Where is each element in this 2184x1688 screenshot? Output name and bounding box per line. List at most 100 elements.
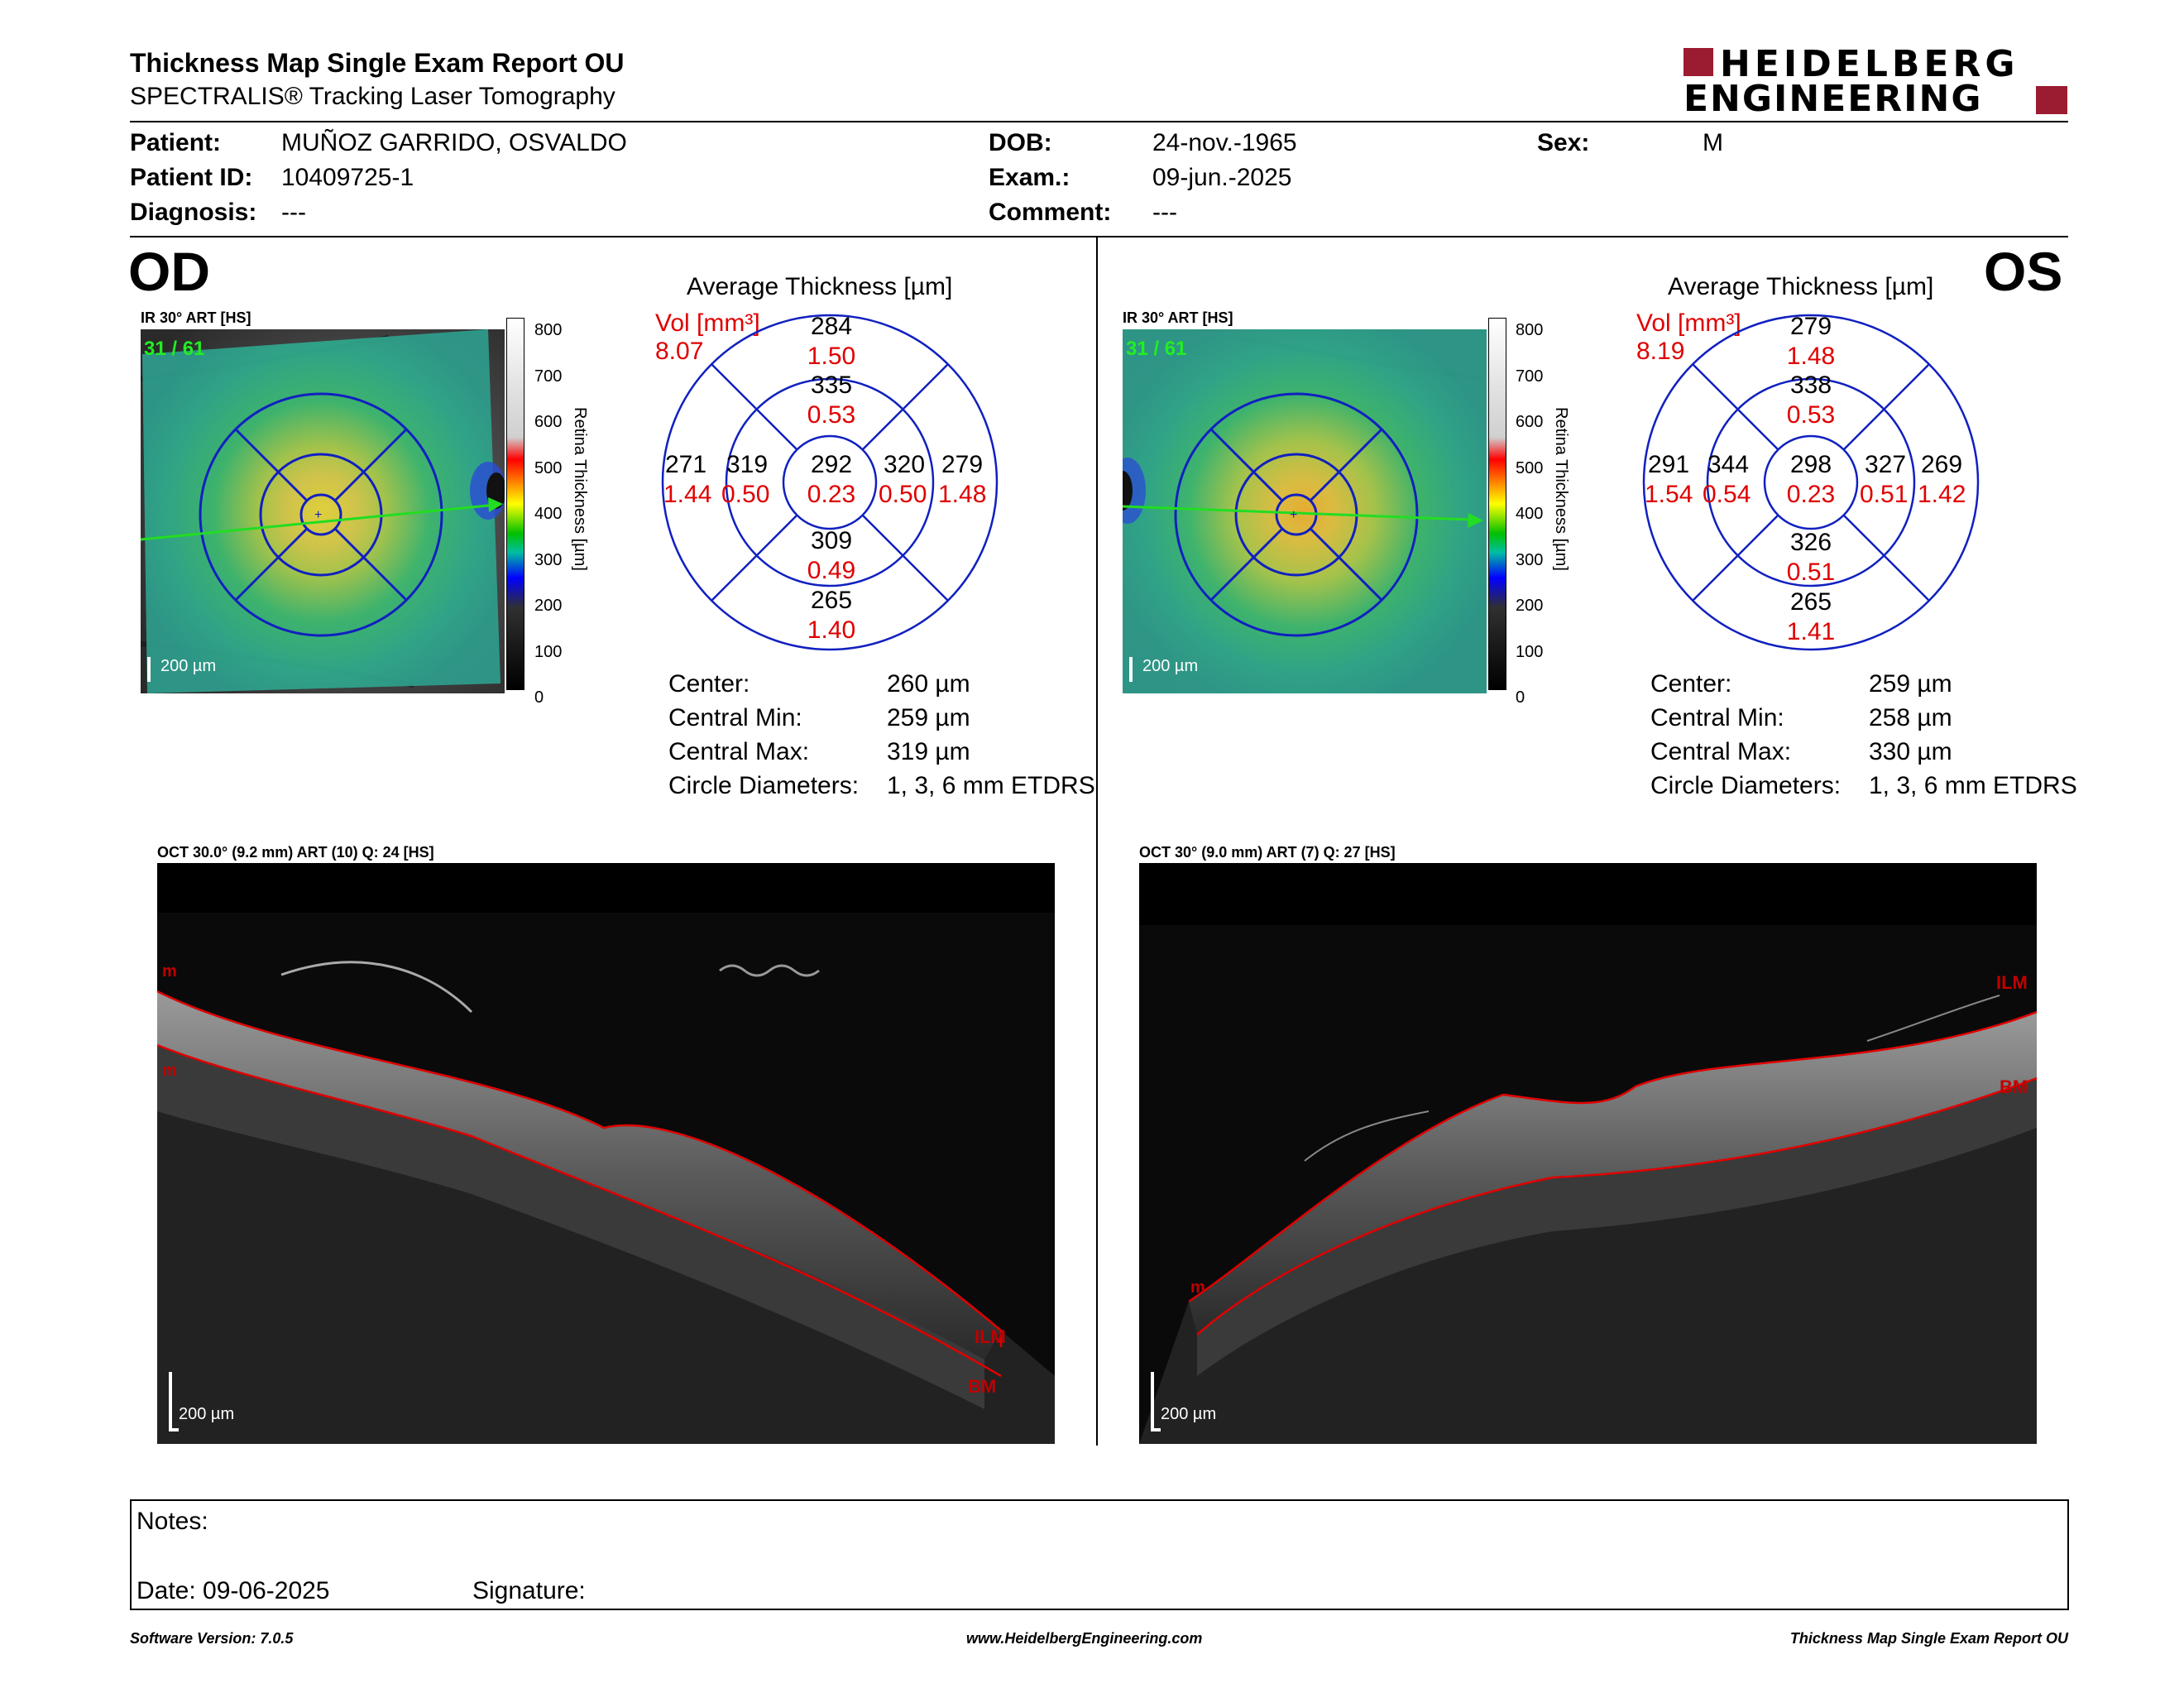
- od-outer-inf-thickness: 265: [810, 587, 853, 614]
- diagnosis-label: Diagnosis:: [130, 199, 257, 226]
- od-oct-label: OCT 30.0° (9.2 mm) ART (10) Q: 24 [HS]: [157, 844, 434, 861]
- od-oct-bscan: m m ILM BM 200 µm: [157, 863, 1055, 1444]
- od-ir-label: IR 30° ART [HS]: [141, 309, 251, 326]
- od-stat-min-value: 259 µm: [887, 704, 970, 731]
- os-outer-nas-thickness: 291: [1648, 451, 1690, 478]
- os-inner-nas-vol: 0.54: [1703, 481, 1751, 508]
- signature-label: Signature:: [472, 1577, 586, 1604]
- od-center-thickness: 292: [810, 451, 853, 478]
- od-inner-inf-thickness: 309: [810, 527, 853, 554]
- software-version: Software Version: 7.0.5: [130, 1630, 294, 1647]
- os-outer-inf-thickness: 265: [1789, 588, 1832, 616]
- exam-value: 09-jun.-2025: [1152, 164, 1292, 191]
- os-outer-sup-thickness: 279: [1789, 313, 1832, 340]
- diagnosis-value: ---: [281, 199, 306, 226]
- od-center-vol: 0.23: [807, 481, 856, 508]
- od-stat-center-value: 260 µm: [887, 670, 970, 698]
- os-inner-inf-thickness: 326: [1789, 529, 1832, 556]
- os-inner-tmp-thickness: 327: [1865, 451, 1907, 478]
- od-frames: 31 / 61: [144, 338, 205, 360]
- os-center-vol: 0.23: [1786, 481, 1836, 508]
- os-fundus-scale-bar: [1129, 657, 1133, 682]
- od-oct-scale-foot: [169, 1428, 179, 1431]
- od-outer-nas-vol: 1.48: [938, 481, 987, 508]
- os-oct-scale-text: 200 µm: [1161, 1405, 1217, 1423]
- os-outer-inf-vol: 1.41: [1786, 618, 1836, 645]
- os-stat-center-label: Center:: [1650, 670, 1732, 698]
- comment-label: Comment:: [989, 199, 1112, 226]
- os-inner-sup-vol: 0.53: [1786, 401, 1836, 429]
- od-outer-sup-thickness: 284: [810, 313, 853, 340]
- os-vol-value: 8.19: [1636, 338, 1685, 365]
- od-oct-ilm-label: ILM: [975, 1326, 1006, 1347]
- os-oct-scale-bar: [1151, 1372, 1154, 1431]
- od-scale-ticks: 800 700 600 500 400 300 200 100 0: [534, 321, 563, 707]
- report-title: Thickness Map Single Exam Report OU: [130, 48, 625, 78]
- od-inner-nas-vol: 0.50: [879, 481, 927, 508]
- os-outer-tmp-thickness: 269: [1921, 451, 1963, 478]
- os-frames: 31 / 61: [1126, 338, 1187, 360]
- od-oct-scale-bar: [169, 1372, 172, 1431]
- od-stat-circle-value: 1, 3, 6 mm ETDRS: [887, 772, 1095, 799]
- patient-name: MUÑOZ GARRIDO, OSVALDO: [281, 129, 627, 156]
- os-vol-label: Vol [mm³]: [1636, 309, 1741, 337]
- os-etdrs-title: Average Thickness [µm]: [1668, 273, 1934, 300]
- logo-line1: HEIDELBERG: [1720, 43, 2019, 85]
- os-scale-axis-label: Retina Thickness [µm]: [1552, 407, 1570, 571]
- od-outer-tmp-vol: 1.44: [663, 481, 712, 508]
- os-ir-label: IR 30° ART [HS]: [1123, 309, 1233, 326]
- heidelberg-logo: HEIDELBERG ENGINEERING: [1684, 43, 2068, 120]
- patient-divider: [130, 236, 2068, 237]
- os-stat-max-label: Central Max:: [1650, 738, 1792, 765]
- os-etdrs-grid: [1642, 314, 1980, 651]
- os-stat-circle-label: Circle Diameters:: [1650, 772, 1842, 799]
- dob-value: 24-nov.-1965: [1152, 129, 1297, 156]
- os-fundus-scale-text: 200 µm: [1142, 657, 1199, 675]
- svg-text:+: +: [1290, 508, 1297, 522]
- os-outer-nas-vol: 1.54: [1645, 481, 1693, 508]
- od-stat-max-label: Central Max:: [668, 738, 810, 765]
- od-stat-center-label: Center:: [668, 670, 750, 698]
- logo-block-top: [1684, 48, 1713, 76]
- os-inner-tmp-vol: 0.51: [1860, 481, 1909, 508]
- od-outer-sup-vol: 1.50: [807, 343, 856, 370]
- patient-id-label: Patient ID:: [130, 164, 253, 191]
- os-stat-center-value: 259 µm: [1869, 670, 1952, 698]
- notes-box[interactable]: Notes: Date: 09-06-2025 Signature:: [130, 1499, 2069, 1610]
- od-inner-inf-vol: 0.49: [807, 557, 856, 584]
- os-scale-ticks: 800 700 600 500 400 300 200 100 0: [1516, 321, 1544, 707]
- od-outer-tmp-thickness: 271: [665, 451, 707, 478]
- od-fundus-scale-text: 200 µm: [160, 657, 217, 675]
- od-vol-label: Vol [mm³]: [655, 309, 760, 337]
- footer-report-name: Thickness Map Single Exam Report OU: [1789, 1630, 2068, 1647]
- od-inner-nas-thickness: 320: [884, 451, 926, 478]
- os-oct-scale-foot: [1151, 1428, 1161, 1431]
- od-inner-tmp-thickness: 319: [726, 451, 769, 478]
- os-thickness-map: + 31 / 61 200 µm: [1123, 329, 1487, 693]
- od-vol-value: 8.07: [655, 338, 704, 365]
- os-stat-min-value: 258 µm: [1869, 704, 1952, 731]
- od-oct-scale-text: 200 µm: [179, 1405, 235, 1423]
- patient-label: Patient:: [130, 129, 222, 156]
- date-label: Date: 09-06-2025: [136, 1577, 330, 1604]
- od-inner-tmp-vol: 0.50: [721, 481, 770, 508]
- svg-text:+: +: [314, 508, 322, 522]
- od-outer-nas-thickness: 279: [941, 451, 984, 478]
- os-color-scale: [1488, 318, 1506, 690]
- os-inner-nas-thickness: 344: [1707, 451, 1750, 478]
- os-oct-label: OCT 30° (9.0 mm) ART (7) Q: 27 [HS]: [1139, 844, 1396, 861]
- od-stat-circle-label: Circle Diameters:: [668, 772, 860, 799]
- od-oct-mark-bottom: m: [162, 1062, 177, 1080]
- website-link[interactable]: www.HeidelbergEngineering.com: [966, 1630, 1203, 1647]
- od-eye-label: OD: [128, 241, 210, 302]
- center-divider: [1096, 237, 1098, 1446]
- od-inner-sup-thickness: 335: [810, 372, 853, 399]
- od-fundus-scale-bar: [147, 657, 151, 682]
- os-oct-mark: m: [1190, 1278, 1205, 1297]
- os-oct-bscan: m ILM BM 200 µm: [1139, 863, 2037, 1444]
- os-oct-bm-label: BM: [2000, 1077, 2028, 1097]
- od-etdrs-title: Average Thickness [µm]: [687, 273, 953, 300]
- od-scale-axis-label: Retina Thickness [µm]: [571, 407, 589, 571]
- report-subtitle: SPECTRALIS® Tracking Laser Tomography: [130, 83, 615, 110]
- od-color-scale: [506, 318, 524, 690]
